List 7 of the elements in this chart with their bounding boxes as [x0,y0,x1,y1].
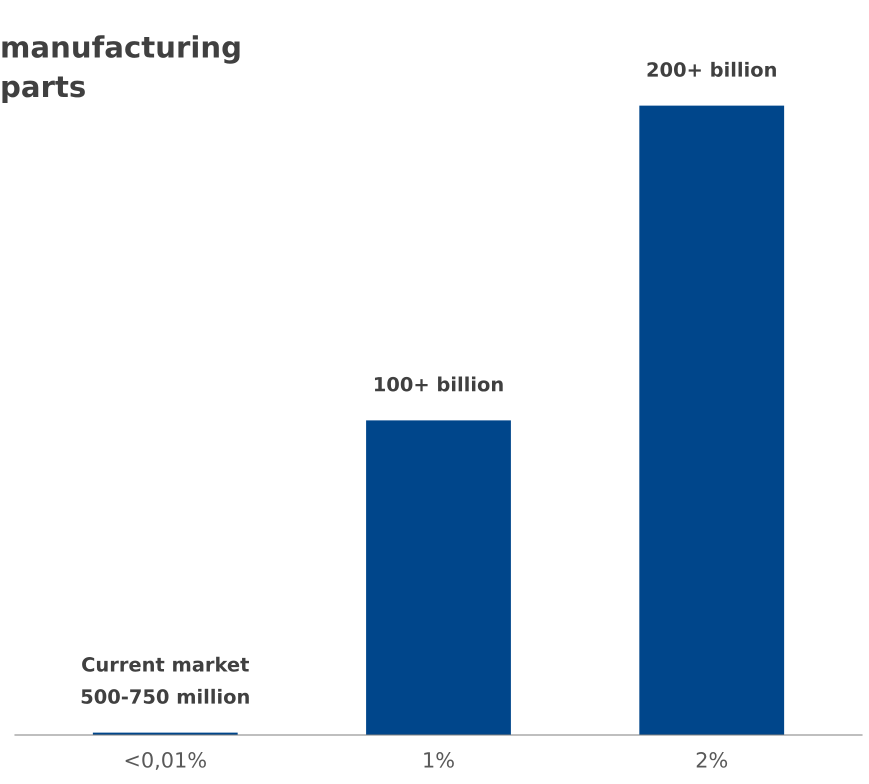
x-tick-label: 2% [696,752,728,768]
x-tick-label: 1% [424,752,454,768]
data-label: Current market 500-750 million [82,656,249,704]
data-label: 100+ billion [374,376,503,392]
x-tick-label: <0,01% [126,752,206,770]
chart-title: manufacturing parts [2,35,240,104]
data-label: 200+ billion [648,62,776,77]
